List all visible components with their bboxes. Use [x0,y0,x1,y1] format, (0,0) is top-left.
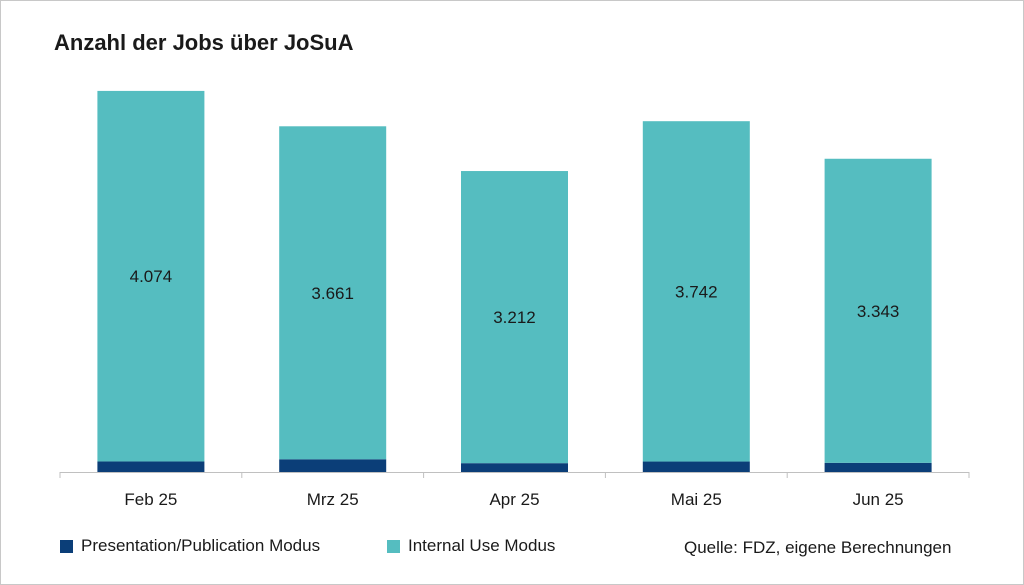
bar-segment-internal [824,158,932,463]
legend-item-internal: Internal Use Modus [387,536,555,556]
legend-swatch-presentation [60,539,73,553]
bar-segment-internal [279,126,387,460]
legend-item-presentation: Presentation/Publication Modus [60,536,320,556]
data-label-internal: 4.074 [130,267,173,286]
chart-title: Anzahl der Jobs über JoSuA [54,30,354,55]
legend-swatch-internal [387,539,400,553]
bar-segment-presentation [461,463,568,472]
bar-segment-internal [642,121,750,462]
legend-label-presentation: Presentation/Publication Modus [81,536,321,555]
bar-segment-presentation [642,461,750,472]
data-label-internal: 3.742 [675,282,718,301]
bar-segment-presentation [279,459,387,472]
x-tick-label: Mrz 25 [307,490,359,509]
legend-label-internal: Internal Use Modus [408,536,556,555]
x-tick-label: Apr 25 [489,490,539,509]
bar-segment-presentation [824,462,932,472]
x-tick-label: Feb 25 [124,490,177,509]
data-label-internal: 3.212 [493,308,536,327]
data-label-internal: 3.343 [857,302,900,321]
x-tick-label: Jun 25 [853,490,904,509]
x-tick-label: Mai 25 [671,490,722,509]
bar-segment-presentation [97,461,205,472]
bar-segment-internal [97,90,205,462]
bar-segment-internal [461,171,568,464]
data-label-internal: 3.661 [311,284,354,303]
source-note: Quelle: FDZ, eigene Berechnungen [684,538,952,557]
